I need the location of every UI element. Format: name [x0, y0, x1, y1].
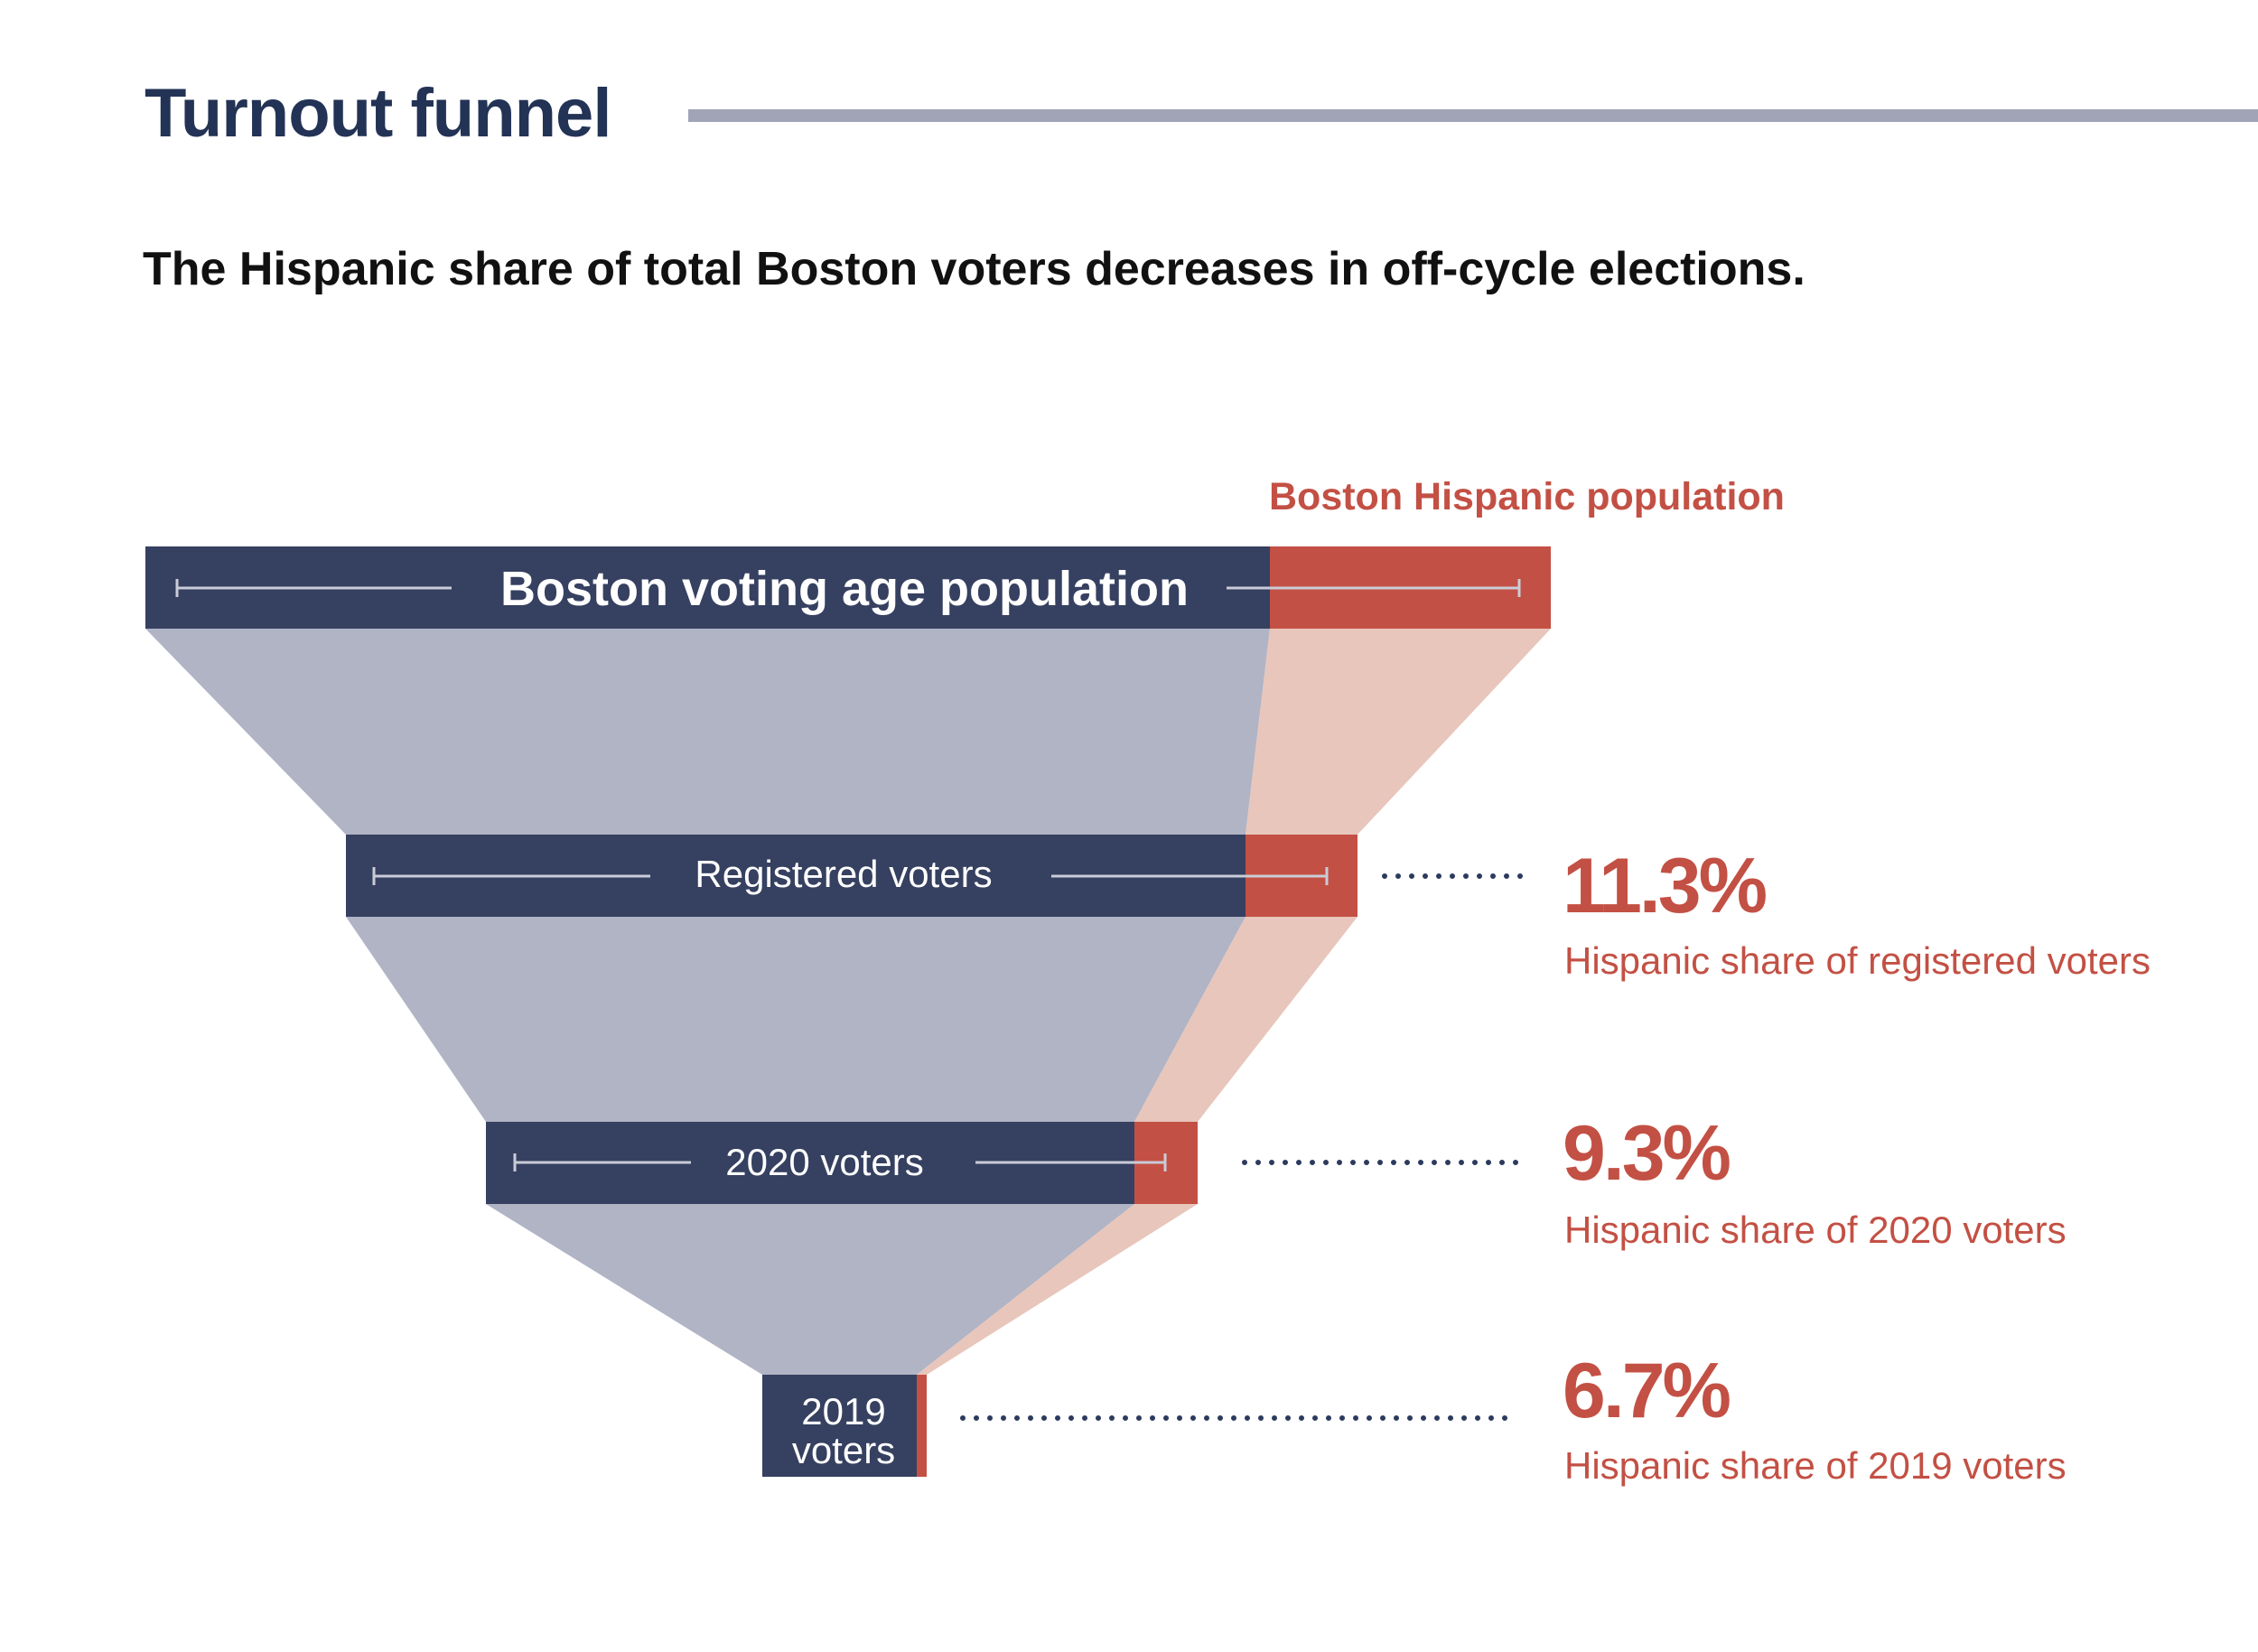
stage-2019-voters: 2019 voters [762, 1375, 927, 1477]
stage-registered-voters: Registered voters [346, 835, 1358, 917]
connector-pink-2 [1134, 917, 1358, 1122]
stage-label-2019-line1: 2019 [801, 1390, 885, 1433]
stage-voting-age-population: Boston voting age population [145, 546, 1551, 629]
share-caption-2020: Hispanic share of 2020 voters [1564, 1209, 2067, 1251]
connector-gray-2 [346, 917, 1246, 1122]
legend-hispanic-population: Boston Hispanic population [1269, 475, 1785, 518]
bracket-registered [372, 867, 1329, 885]
dotted-leaders [960, 873, 1525, 1421]
bracket-2020 [513, 1153, 1167, 1171]
funnel-connectors [145, 629, 1551, 1375]
share-caption-2019: Hispanic share of 2019 voters [1564, 1444, 2067, 1487]
page-title: Turnout funnel [145, 75, 611, 152]
connector-gray-3 [486, 1204, 1134, 1375]
share-value-registered: 11.3% [1563, 843, 1767, 929]
stage-label-2020: 2020 voters [725, 1141, 923, 1183]
stage-label-registered: Registered voters [695, 853, 992, 895]
share-value-2019: 6.7% [1563, 1348, 1731, 1434]
stage-2020-voters: 2020 voters [486, 1122, 1198, 1204]
connector-pink-1 [1246, 629, 1551, 835]
bracket-voting-age [175, 579, 1521, 597]
connector-pink-3 [917, 1204, 1198, 1375]
bar-2019-hispanic [917, 1375, 927, 1477]
share-value-2020: 9.3% [1563, 1110, 1731, 1197]
bar-2019-navy [762, 1375, 917, 1477]
share-caption-registered: Hispanic share of registered voters [1564, 939, 2151, 982]
stage-label-2019-line2: voters [792, 1429, 895, 1471]
stage-label-voting-age: Boston voting age population [500, 562, 1189, 616]
connector-gray-1 [145, 629, 1270, 835]
subtitle: The Hispanic share of total Boston voter… [143, 243, 1805, 295]
share-annotations: 11.3% Hispanic share of registered voter… [1563, 843, 2151, 1487]
title-rule [688, 109, 2258, 122]
